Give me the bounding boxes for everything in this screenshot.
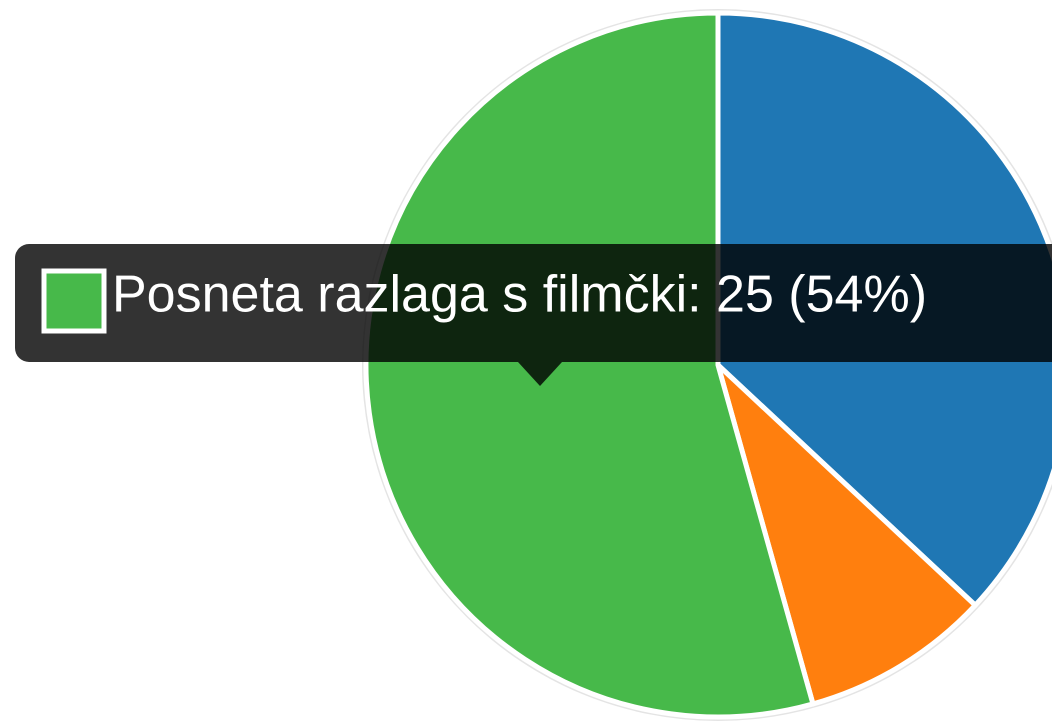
tooltip: Posneta razlaga s filmčki: 25 (54%) <box>15 244 1052 386</box>
tooltip-pointer <box>518 362 562 386</box>
tooltip-box <box>15 244 1052 362</box>
pie-slice <box>715 362 978 707</box>
tooltip-swatch <box>41 268 107 334</box>
pie <box>362 9 1052 721</box>
tooltip-text: Posneta razlaga s filmčki: 25 (54%) <box>112 266 927 324</box>
pie-slice <box>363 10 816 720</box>
